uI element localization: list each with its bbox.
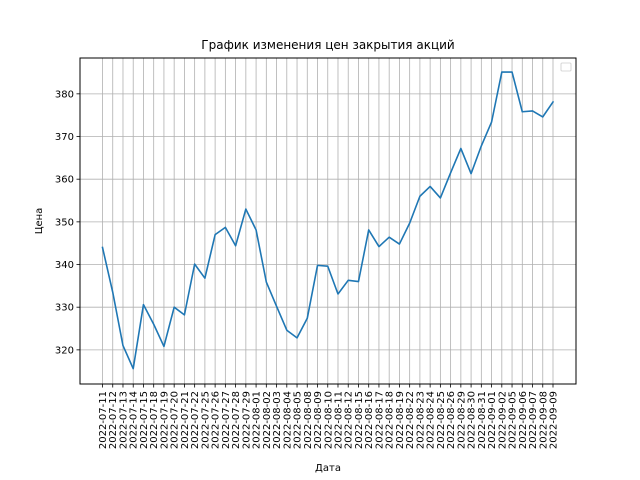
x-tick-label: 2022-08-03 bbox=[272, 391, 283, 449]
x-tick-label: 2022-07-25 bbox=[200, 391, 211, 449]
x-tick-label: 2022-07-11 bbox=[98, 391, 109, 449]
x-tick-label: 2022-07-28 bbox=[231, 391, 242, 449]
x-tick-label: 2022-09-05 bbox=[508, 391, 519, 449]
x-axis-label: Дата bbox=[315, 463, 341, 474]
x-tick-label: 2022-08-16 bbox=[364, 391, 375, 449]
chart-title: График изменения цен закрытия акций bbox=[201, 38, 454, 52]
y-tick-label: 360 bbox=[55, 175, 74, 186]
series-line bbox=[101, 71, 555, 370]
x-axis-ticks: 2022-07-11 2022-07-12 2022-07-13 2022-07-14… bbox=[98, 384, 560, 449]
x-tick-label: 2022-08-24 bbox=[426, 391, 437, 449]
x-tick-label: 2022-07-22 bbox=[190, 391, 201, 449]
x-tick-label: 2022-08-05 bbox=[293, 391, 304, 449]
x-tick-label: 2022-08-10 bbox=[323, 391, 334, 449]
x-tick-label: 2022-08-29 bbox=[456, 391, 467, 449]
x-tick-label: 2022-08-09 bbox=[313, 391, 324, 449]
x-tick-label: 2022-07-12 bbox=[108, 391, 119, 449]
x-tick-label: 2022-08-12 bbox=[344, 391, 355, 449]
x-tick-label: 2022-08-30 bbox=[467, 391, 478, 449]
y-tick-label: 370 bbox=[55, 132, 74, 143]
x-tick-label: 2022-08-23 bbox=[415, 391, 426, 449]
y-axis-label: Цена bbox=[34, 208, 45, 235]
x-tick-label: 2022-07-26 bbox=[211, 391, 222, 449]
x-tick-label: 2022-08-31 bbox=[477, 391, 488, 449]
x-tick-label: 2022-07-29 bbox=[241, 391, 252, 449]
x-tick-label: 2022-09-01 bbox=[487, 391, 498, 449]
y-axis-ticks: 320 330 340 350 360 370 380 bbox=[55, 89, 80, 356]
x-tick-label: 2022-08-17 bbox=[374, 391, 385, 449]
y-tick-label: 380 bbox=[55, 89, 74, 100]
x-tick-label: 2022-08-08 bbox=[303, 391, 314, 449]
x-tick-label: 2022-07-27 bbox=[221, 391, 232, 449]
y-tick-label: 330 bbox=[55, 303, 74, 314]
y-tick-label: 340 bbox=[55, 260, 74, 271]
x-tick-label: 2022-08-11 bbox=[333, 391, 344, 449]
x-tick-label: 2022-07-21 bbox=[180, 391, 191, 449]
x-tick-label: 2022-09-07 bbox=[528, 391, 539, 449]
x-tick-label: 2022-08-22 bbox=[405, 391, 416, 449]
x-tick-label: 2022-07-20 bbox=[170, 391, 181, 449]
x-tick-label: 2022-09-06 bbox=[518, 391, 529, 449]
legend-box bbox=[560, 62, 572, 72]
grid bbox=[80, 58, 576, 384]
x-tick-label: 2022-08-25 bbox=[436, 391, 447, 449]
x-tick-label: 2022-08-04 bbox=[282, 391, 293, 449]
x-tick-label: 2022-09-08 bbox=[538, 391, 549, 449]
x-tick-label: 2022-07-19 bbox=[159, 391, 170, 449]
x-tick-label: 2022-09-02 bbox=[497, 391, 508, 449]
x-tick-label: 2022-08-26 bbox=[446, 391, 457, 449]
series-layer bbox=[101, 71, 555, 370]
x-tick-label: 2022-08-15 bbox=[354, 391, 365, 449]
x-tick-label: 2022-08-02 bbox=[262, 391, 273, 449]
x-tick-label: 2022-08-18 bbox=[385, 391, 396, 449]
x-tick-label: 2022-08-01 bbox=[252, 391, 263, 449]
x-tick-label: 2022-07-15 bbox=[139, 391, 150, 449]
x-tick-label: 2022-07-13 bbox=[118, 391, 129, 449]
y-tick-label: 350 bbox=[55, 217, 74, 228]
x-tick-label: 2022-08-19 bbox=[395, 391, 406, 449]
x-tick-label: 2022-09-09 bbox=[549, 391, 560, 449]
x-tick-label: 2022-07-18 bbox=[149, 391, 160, 449]
x-tick-label: 2022-07-14 bbox=[129, 391, 140, 449]
y-tick-label: 320 bbox=[55, 345, 74, 356]
